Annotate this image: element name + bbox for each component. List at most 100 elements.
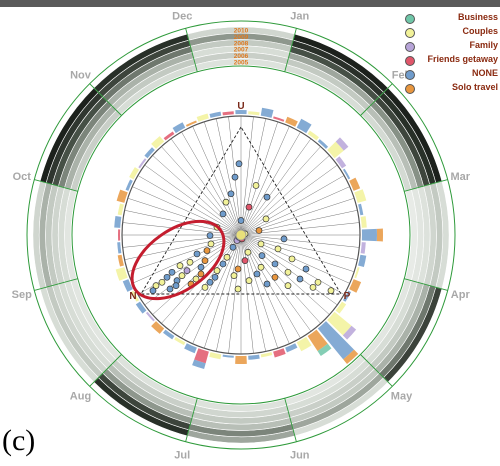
month-label: Apr	[451, 289, 471, 301]
histogram-bar	[163, 329, 175, 340]
data-point	[193, 250, 201, 258]
spoke-line	[228, 234, 242, 354]
month-divider	[89, 354, 122, 387]
year-label: 2009	[234, 34, 249, 41]
histogram-bar	[358, 254, 367, 268]
month-label: Mar	[450, 171, 470, 183]
legend-item[interactable]: NONE	[405, 68, 500, 82]
data-point	[288, 255, 296, 263]
spoke-line	[122, 234, 242, 248]
legend-swatch-friends	[405, 56, 415, 66]
month-divider	[404, 179, 448, 192]
month-divider	[34, 179, 78, 192]
legend-swatch-solo	[405, 84, 415, 94]
spoke-line	[170, 138, 242, 236]
histogram-bar	[296, 336, 312, 352]
spoke-line	[240, 131, 301, 236]
legend-item[interactable]: Friends getaway	[405, 54, 500, 68]
histogram-bar	[192, 359, 206, 370]
month-divider	[34, 278, 78, 291]
data-point	[172, 282, 180, 289]
histogram-bar	[327, 311, 352, 336]
spoke-line	[240, 146, 321, 236]
histogram-bar	[360, 242, 366, 254]
data-point	[241, 257, 249, 264]
legend-swatch-none	[405, 70, 415, 80]
histogram-bar	[115, 267, 128, 281]
histogram-bar	[185, 120, 197, 127]
month-divider	[284, 398, 297, 442]
data-point	[152, 282, 160, 289]
spoke-line	[152, 234, 242, 315]
month-label: Jun	[290, 449, 310, 461]
legend-item[interactable]: Family	[405, 40, 500, 54]
vertex-label: P	[344, 291, 351, 302]
histogram-bar	[317, 343, 332, 357]
histogram-bar	[138, 158, 147, 169]
month-divider	[89, 83, 122, 116]
month-divider	[404, 278, 448, 291]
data-point	[166, 285, 174, 293]
legend-item[interactable]: Business	[405, 12, 500, 26]
legend-label: Business	[457, 12, 498, 22]
histogram-bar	[172, 122, 186, 134]
legend-swatch-family	[405, 42, 415, 52]
center-marker	[235, 229, 247, 241]
spoke-line	[240, 164, 338, 236]
data-point	[274, 245, 282, 253]
histogram-bar	[317, 139, 329, 149]
legend-label: Family	[469, 40, 498, 50]
histogram-bar	[273, 116, 285, 122]
histogram-bar	[342, 290, 352, 302]
data-point	[183, 267, 191, 274]
month-label: Oct	[13, 171, 32, 183]
histogram-bar	[285, 116, 298, 127]
legend-item[interactable]: Couples	[405, 26, 500, 40]
data-point	[314, 278, 322, 286]
histogram-bar	[122, 279, 133, 292]
histogram-bar	[342, 168, 351, 180]
data-point	[201, 283, 209, 291]
data-point	[296, 275, 304, 283]
histogram-bar	[144, 147, 155, 159]
spoke-line	[240, 234, 358, 260]
data-point	[201, 257, 209, 264]
month-label: Sep	[12, 289, 32, 301]
spoke-line	[240, 234, 266, 352]
histogram-bar	[354, 267, 360, 279]
data-point	[255, 227, 263, 234]
highlight-ellipse	[130, 219, 226, 301]
data-point	[197, 270, 205, 278]
spoke-line	[204, 121, 242, 236]
spoke-line	[192, 126, 242, 236]
inner-border	[71, 65, 411, 405]
legend-item[interactable]: Solo travel	[405, 82, 500, 96]
data-point	[263, 193, 271, 201]
histogram-bar	[335, 301, 347, 314]
data-point	[207, 240, 215, 248]
histogram-bar	[349, 279, 362, 293]
data-point	[258, 252, 266, 259]
histogram-bar	[317, 321, 355, 360]
outer-border	[26, 20, 456, 450]
data-point	[211, 273, 219, 281]
histogram-bar	[209, 111, 222, 118]
data-point	[197, 263, 205, 271]
histogram-bar	[209, 352, 222, 360]
year-label: 2010	[234, 28, 249, 35]
data-point	[186, 258, 194, 266]
data-point	[284, 282, 292, 289]
spoke-line	[127, 234, 242, 272]
legend: Business Couples Family Friends getaway …	[405, 12, 500, 96]
data-point	[271, 260, 279, 268]
histogram-bar	[358, 203, 364, 216]
histogram-bar	[248, 111, 260, 116]
data-point	[178, 272, 186, 279]
histogram-bar	[354, 189, 367, 203]
month-divider	[185, 28, 198, 72]
data-point	[309, 283, 317, 291]
data-point	[234, 265, 242, 273]
data-point	[158, 278, 166, 286]
histogram-bar	[235, 355, 247, 365]
